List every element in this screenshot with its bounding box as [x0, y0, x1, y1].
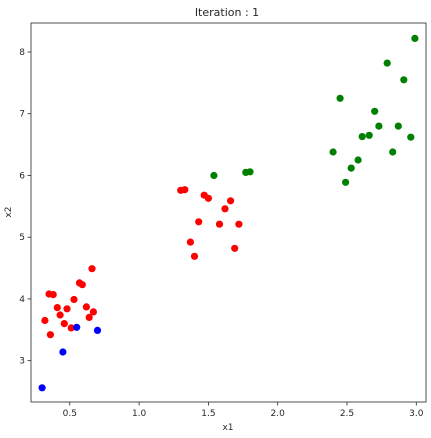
data-point — [82, 303, 90, 311]
y-tick-label: 8 — [19, 48, 25, 58]
data-point — [78, 281, 86, 289]
data-point — [93, 326, 102, 334]
x-tick-label: 1.5 — [201, 409, 215, 419]
data-point — [342, 178, 350, 186]
data-point — [190, 252, 199, 260]
data-point — [336, 94, 344, 102]
data-point — [371, 107, 379, 115]
data-point — [88, 265, 96, 273]
data-point — [60, 320, 68, 328]
data-point — [400, 76, 408, 84]
ticks-layer: 0.5 1.0 1.5 2.0 2.5 3.0 3 4 5 6 7 8 — [19, 48, 423, 419]
y-tick-label: 3 — [19, 357, 25, 367]
data-point — [347, 164, 355, 172]
data-point — [181, 186, 189, 194]
data-point — [73, 323, 81, 331]
data-point — [215, 220, 224, 228]
x-tick-label: 2.5 — [340, 409, 354, 419]
x-axis-label: x1 — [222, 423, 233, 433]
data-point — [389, 148, 397, 156]
y-tick-label: 6 — [19, 171, 25, 181]
y-tick-label: 5 — [19, 233, 25, 243]
points-layer — [38, 34, 419, 392]
data-point — [49, 291, 57, 299]
y-tick-label: 4 — [19, 295, 25, 305]
x-tick-label: 2.0 — [271, 409, 286, 419]
data-point — [235, 220, 243, 228]
data-point — [41, 316, 49, 325]
data-point — [375, 122, 383, 130]
data-point — [394, 122, 402, 130]
data-point — [365, 131, 373, 139]
data-point — [411, 34, 419, 43]
data-point — [231, 244, 239, 252]
data-point — [246, 168, 254, 176]
data-point — [186, 238, 194, 246]
data-point — [195, 218, 203, 226]
x-tick-label: 0.5 — [63, 409, 77, 419]
data-point — [407, 133, 415, 141]
data-point — [329, 148, 337, 156]
data-point — [56, 311, 64, 319]
data-point — [227, 197, 235, 205]
data-point — [59, 348, 67, 356]
data-point — [383, 59, 391, 67]
data-point — [63, 305, 71, 313]
chart-title: Iteration : 1 — [195, 6, 259, 19]
y-axis-label: x2 — [4, 206, 14, 217]
data-point — [354, 156, 362, 164]
data-point — [53, 304, 61, 312]
y-tick-label: 7 — [19, 110, 25, 120]
data-point — [210, 171, 218, 180]
data-point — [85, 313, 93, 321]
data-point — [46, 331, 55, 339]
x-tick-label: 1.0 — [132, 409, 147, 419]
data-point — [70, 295, 78, 304]
data-point — [89, 308, 97, 316]
data-point — [204, 194, 212, 202]
data-point — [67, 324, 75, 332]
data-point — [221, 205, 229, 213]
data-point — [38, 384, 46, 392]
data-point — [358, 133, 366, 141]
plot-frame — [30, 22, 427, 403]
x-tick-label: 3.0 — [409, 409, 424, 419]
